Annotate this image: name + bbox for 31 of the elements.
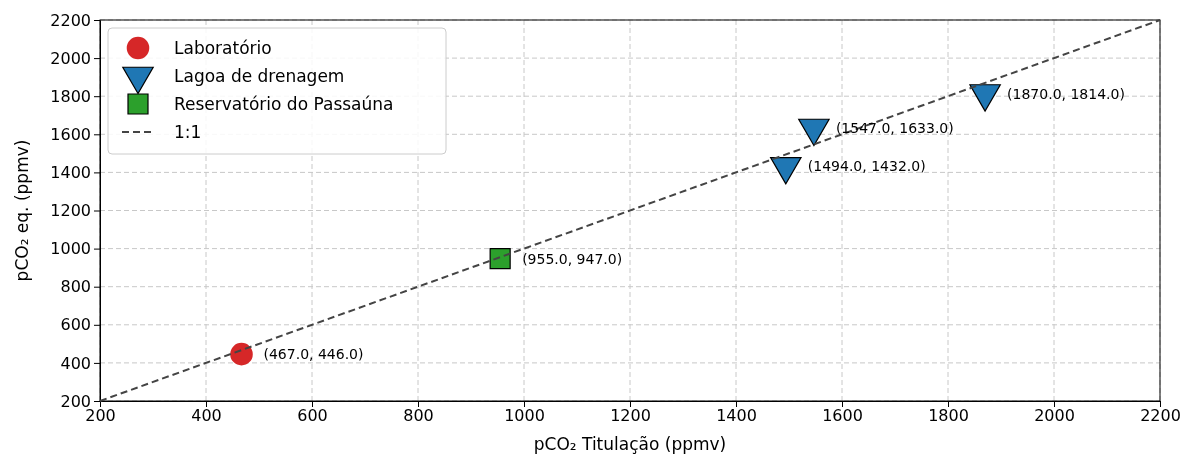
- y-tick-label: 1600: [50, 124, 91, 144]
- x-tick-label: 1000: [504, 406, 545, 426]
- y-tick-label: 400: [60, 353, 91, 373]
- y-axis-title: pCO₂ eq. (ppmv): [12, 139, 32, 282]
- x-tick-label: 600: [297, 406, 328, 426]
- x-tick-label: 800: [403, 406, 434, 426]
- x-tick-label: 1400: [716, 406, 757, 426]
- x-axis-title: pCO₂ Titulação (ppmv): [533, 434, 727, 454]
- legend-label: 1:1: [174, 122, 202, 142]
- y-tick-label: 1400: [50, 163, 91, 183]
- y-tick-label: 1000: [50, 239, 91, 259]
- annotation: (955.0, 947.0): [522, 250, 623, 267]
- x-tick-label: 400: [191, 406, 222, 426]
- annotation: (467.0, 446.0): [263, 346, 364, 363]
- x-tick-label: 200: [85, 406, 116, 426]
- legend-label: Laboratório: [174, 38, 272, 58]
- y-tick-label: 1200: [50, 201, 91, 221]
- x-tick-label: 1600: [822, 406, 863, 426]
- y-tick-label: 2000: [50, 48, 91, 68]
- x-tick-label: 2200: [1140, 406, 1181, 426]
- y-tick-label: 800: [60, 277, 91, 297]
- y-tick-label: 600: [60, 315, 91, 335]
- annotation: (1870.0, 1814.0): [1007, 85, 1125, 102]
- annotation: (1494.0, 1432.0): [807, 158, 926, 175]
- x-tick-label: 2000: [1034, 406, 1075, 426]
- legend-label: Reservatório do Passaúna: [174, 94, 394, 114]
- y-tick-label: 2200: [50, 10, 91, 30]
- y-tick-label: 1800: [50, 86, 91, 106]
- x-tick-label: 1800: [928, 406, 969, 426]
- x-tick-label: 1200: [610, 406, 651, 426]
- legend-label: Lagoa de drenagem: [174, 66, 345, 86]
